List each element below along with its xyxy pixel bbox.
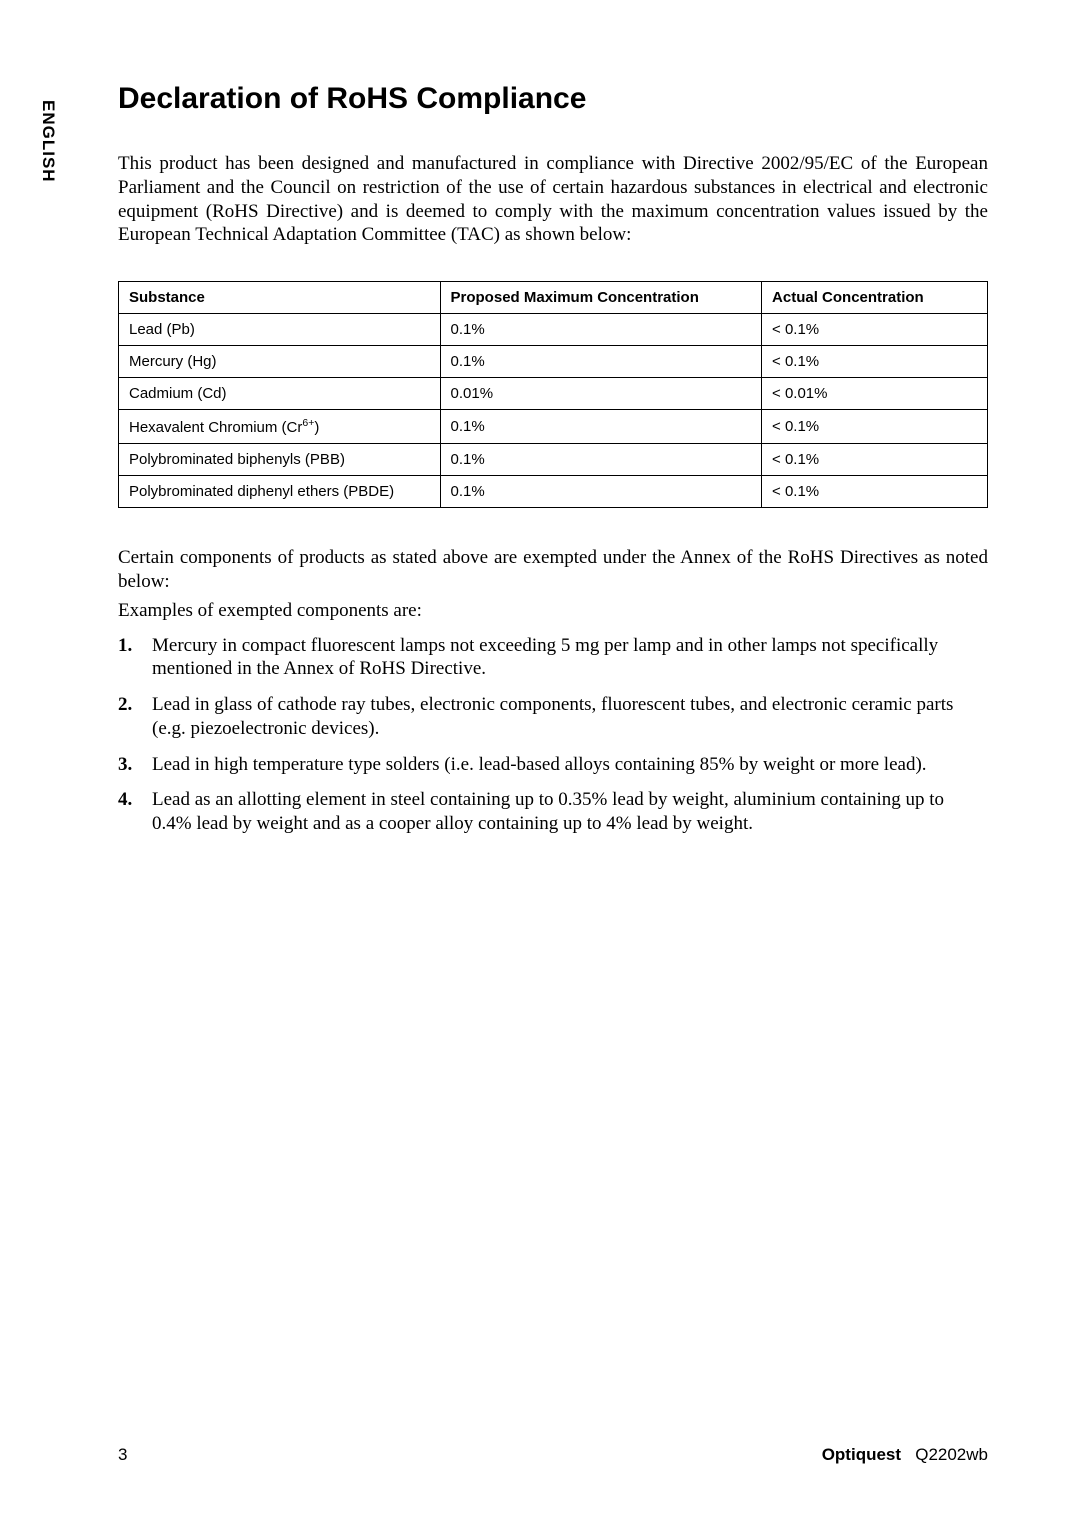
- list-item: Lead in glass of cathode ray tubes, elec…: [146, 693, 988, 741]
- exemption-list: Mercury in compact fluorescent lamps not…: [118, 634, 988, 836]
- cell-actual: < 0.1%: [762, 410, 988, 444]
- cell-proposed: 0.1%: [440, 444, 762, 476]
- table-row: Hexavalent Chromium (Cr6+) 0.1% < 0.1%: [119, 410, 988, 444]
- cell-substance: Mercury (Hg): [119, 346, 441, 378]
- product-name: Optiquest Q2202wb: [822, 1445, 988, 1465]
- list-item: Mercury in compact fluorescent lamps not…: [146, 634, 988, 682]
- cell-proposed: 0.1%: [440, 346, 762, 378]
- cell-substance: Lead (Pb): [119, 314, 441, 346]
- th-proposed: Proposed Maximum Concentration: [440, 282, 762, 314]
- after-table-paragraph: Certain components of products as stated…: [118, 546, 988, 594]
- page-number: 3: [118, 1445, 127, 1465]
- cell-actual: < 0.01%: [762, 378, 988, 410]
- table-row: Polybrominated biphenyls (PBB) 0.1% < 0.…: [119, 444, 988, 476]
- cell-proposed: 0.1%: [440, 314, 762, 346]
- cell-proposed: 0.01%: [440, 378, 762, 410]
- table-row: Mercury (Hg) 0.1% < 0.1%: [119, 346, 988, 378]
- cell-proposed: 0.1%: [440, 410, 762, 444]
- th-actual: Actual Concentration: [762, 282, 988, 314]
- examples-label: Examples of exempted components are:: [118, 600, 988, 622]
- cell-proposed: 0.1%: [440, 476, 762, 508]
- intro-paragraph: This product has been designed and manuf…: [118, 152, 988, 247]
- list-item: Lead in high temperature type solders (i…: [146, 753, 988, 777]
- cell-substance: Hexavalent Chromium (Cr6+): [119, 410, 441, 444]
- table-row: Lead (Pb) 0.1% < 0.1%: [119, 314, 988, 346]
- language-tab: ENGLISH: [38, 100, 58, 183]
- th-substance: Substance: [119, 282, 441, 314]
- table-row: Cadmium (Cd) 0.01% < 0.01%: [119, 378, 988, 410]
- cell-actual: < 0.1%: [762, 314, 988, 346]
- cell-actual: < 0.1%: [762, 476, 988, 508]
- page-footer: 3 Optiquest Q2202wb: [118, 1445, 988, 1465]
- cell-actual: < 0.1%: [762, 444, 988, 476]
- cell-substance: Polybrominated diphenyl ethers (PBDE): [119, 476, 441, 508]
- cell-actual: < 0.1%: [762, 346, 988, 378]
- list-item: Lead as an allotting element in steel co…: [146, 788, 988, 836]
- compliance-table: Substance Proposed Maximum Concentration…: [118, 281, 988, 508]
- page-content: Declaration of RoHS Compliance This prod…: [118, 82, 988, 848]
- page-title: Declaration of RoHS Compliance: [118, 82, 988, 116]
- table-row: Polybrominated diphenyl ethers (PBDE) 0.…: [119, 476, 988, 508]
- cell-substance: Polybrominated biphenyls (PBB): [119, 444, 441, 476]
- brand-name: Optiquest: [822, 1445, 901, 1464]
- model-name: Q2202wb: [915, 1445, 988, 1464]
- cell-substance: Cadmium (Cd): [119, 378, 441, 410]
